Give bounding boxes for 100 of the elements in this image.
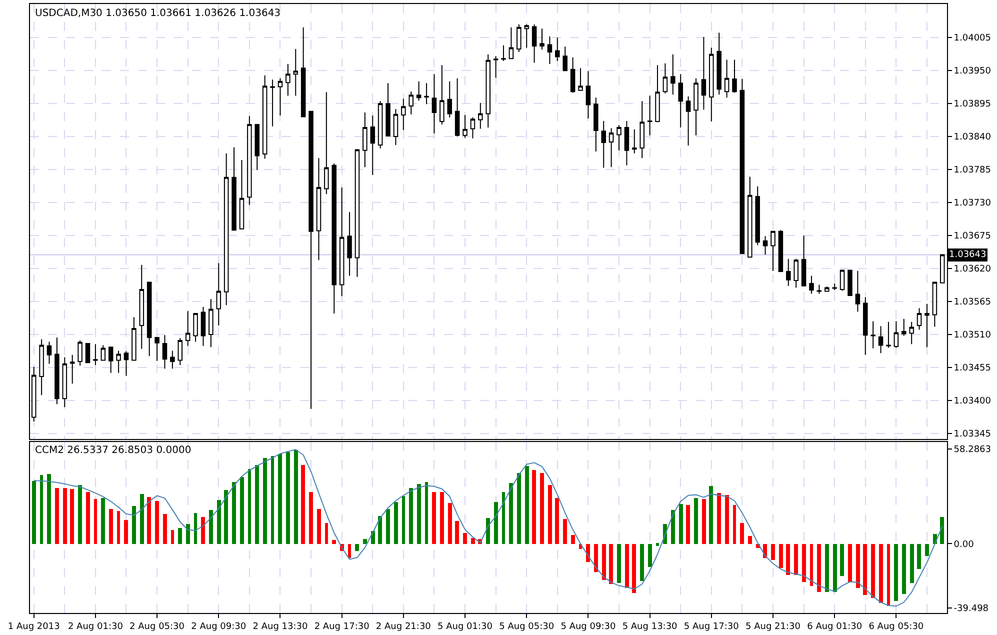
bar <box>733 504 736 544</box>
bar <box>548 484 552 544</box>
bar <box>463 532 467 544</box>
bar <box>378 516 382 544</box>
bar <box>78 484 82 544</box>
candlestick <box>193 313 198 342</box>
bar <box>355 544 359 551</box>
candlestick <box>632 128 637 154</box>
bar <box>609 544 613 584</box>
candlestick <box>555 37 560 62</box>
bar <box>563 518 567 544</box>
candlestick <box>470 116 476 139</box>
candlestick <box>786 258 791 286</box>
candlestick <box>655 64 660 123</box>
candlestick <box>824 286 830 292</box>
y-tick-label: 1.03455 <box>954 364 992 374</box>
candlestick <box>254 123 260 171</box>
candlestick <box>208 298 214 348</box>
candlestick <box>547 36 552 64</box>
candlestick <box>540 28 544 50</box>
bar <box>155 500 159 544</box>
candlestick <box>393 108 398 146</box>
bar <box>810 544 813 586</box>
candlestick <box>339 187 344 297</box>
y-tick-label: 1.03565 <box>954 298 992 308</box>
bar <box>432 492 436 544</box>
candlestick <box>39 338 44 396</box>
y-tick-label: 1.03345 <box>954 430 992 440</box>
bar <box>555 498 559 544</box>
candlestick <box>524 24 529 48</box>
bar <box>656 542 659 546</box>
x-tick-label: 5 Aug 01:30 <box>438 622 493 632</box>
candlestick <box>300 26 306 118</box>
bar <box>55 488 59 544</box>
candlestick <box>386 82 390 136</box>
candlestick <box>486 54 490 128</box>
candlestick <box>247 116 252 206</box>
bar <box>448 502 452 544</box>
y-tick-label: 1.04005 <box>954 34 992 44</box>
bar <box>863 544 867 595</box>
x-tick-label: 2 Aug 09:30 <box>191 622 246 632</box>
x-tick-label: 5 Aug 17:30 <box>684 622 740 632</box>
candlestick <box>562 46 568 72</box>
bar <box>317 508 321 544</box>
bar <box>286 452 290 544</box>
candlestick <box>532 24 537 64</box>
candlestick <box>816 284 822 294</box>
bar <box>194 512 197 544</box>
x-tick-label: 5 Aug 21:30 <box>746 622 801 632</box>
bar <box>86 492 90 544</box>
bar <box>140 494 144 544</box>
bar <box>348 544 351 558</box>
y-tick-label: 1.03400 <box>954 396 992 407</box>
candlestick <box>709 47 714 122</box>
bar <box>109 508 113 544</box>
bar <box>902 544 906 594</box>
bar <box>178 528 182 544</box>
bar <box>301 464 305 544</box>
candlestick <box>501 44 506 62</box>
candlestick <box>616 124 622 151</box>
candlestick <box>239 159 244 230</box>
candlestick <box>200 306 206 346</box>
candlestick <box>286 63 290 96</box>
bar <box>94 498 97 544</box>
bar <box>294 450 298 544</box>
bar <box>332 540 336 544</box>
x-tick-label: 2 Aug 01:30 <box>68 622 124 632</box>
chart-title: USDCAD,M30 1.03650 1.03661 1.03626 1.03643 <box>35 8 281 19</box>
bar <box>925 544 929 556</box>
candlestick <box>662 62 668 94</box>
candlestick <box>640 100 644 159</box>
candlestick <box>594 97 598 152</box>
candlestick <box>570 56 576 94</box>
candlestick <box>454 78 460 138</box>
candlestick <box>516 24 522 52</box>
bar <box>740 522 744 544</box>
candlestick <box>116 350 121 374</box>
x-tick-label: 2 Aug 17:30 <box>314 622 370 632</box>
candlestick <box>732 59 737 94</box>
y-tick-label: 1.03840 <box>954 132 992 143</box>
y-tick-label: 58.2863 <box>954 445 992 456</box>
candlestick <box>778 230 784 272</box>
y-tick-label: 1.03675 <box>954 232 992 242</box>
y-tick-label: 1.03950 <box>954 66 992 77</box>
bar <box>571 534 575 544</box>
candlestick <box>447 80 452 118</box>
y-tick-label: 1.03895 <box>954 100 992 110</box>
bar <box>794 544 798 575</box>
candlestick <box>362 112 368 168</box>
candlestick <box>85 342 90 364</box>
bar <box>502 492 505 544</box>
bar <box>679 504 683 544</box>
candlestick <box>93 344 98 366</box>
candlestick <box>316 158 322 261</box>
candlestick <box>894 320 899 348</box>
bar <box>132 506 136 544</box>
bar <box>709 486 713 544</box>
bar <box>32 480 36 544</box>
candlestick <box>624 120 630 166</box>
x-tick-label: 6 Aug 05:30 <box>868 622 924 632</box>
